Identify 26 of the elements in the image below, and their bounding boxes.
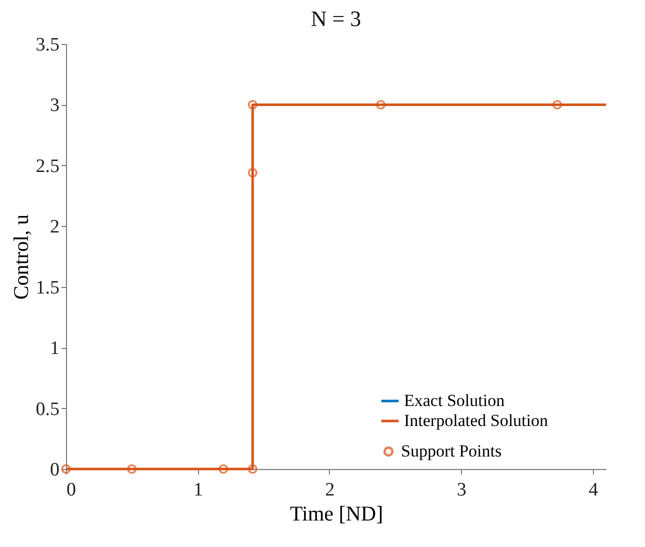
point xyxy=(552,100,562,110)
y-tick-label: 2 xyxy=(50,216,60,238)
point xyxy=(248,168,258,178)
y-tick-label: 0.5 xyxy=(36,398,60,420)
y-tick-label: 2.5 xyxy=(36,156,60,177)
point xyxy=(248,464,258,474)
x-tick-label: 4 xyxy=(588,480,599,500)
y-tick-label: 1 xyxy=(50,338,60,360)
legend-label: Exact Solution xyxy=(404,391,506,410)
x-tick-label: 0 xyxy=(66,480,76,500)
point xyxy=(376,100,386,110)
x-tick-label: 3 xyxy=(456,480,466,500)
legend-label: Interpolated Solution xyxy=(404,411,548,430)
point xyxy=(218,464,228,474)
y-tick-label: 1.5 xyxy=(36,277,60,298)
point xyxy=(127,464,137,474)
x-tick-label: 1 xyxy=(193,480,203,500)
y-tick-label: 0 xyxy=(50,460,60,480)
x-tick-label: 2 xyxy=(325,480,335,500)
legend-label: Support Points xyxy=(401,442,502,460)
point xyxy=(248,100,258,110)
x-axis-title: Time [ND] xyxy=(290,502,384,526)
y-tick-label: 3.5 xyxy=(36,34,60,56)
chart-title: N = 3 xyxy=(310,6,362,31)
y-axis-title: Control, u xyxy=(8,214,33,300)
y-tick-label: 3 xyxy=(50,95,60,116)
